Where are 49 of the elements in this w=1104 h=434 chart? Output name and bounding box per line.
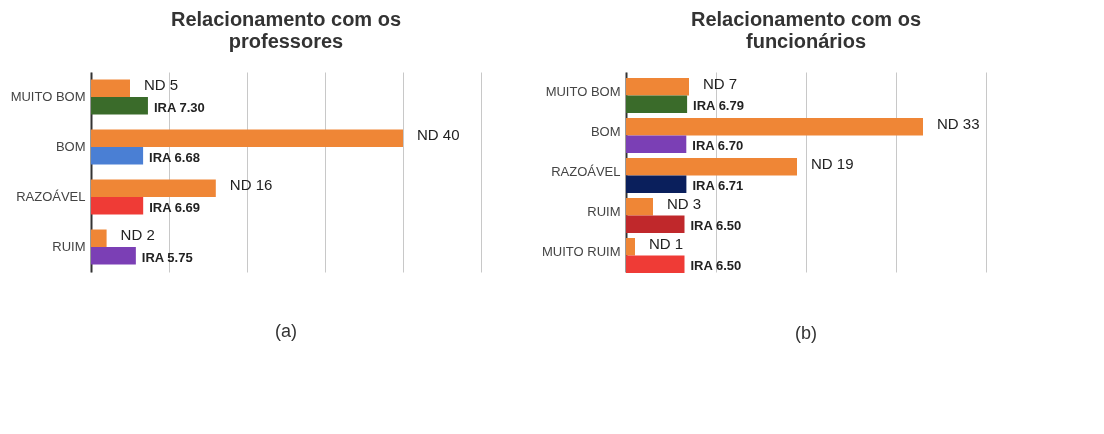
data-label: IRA 6.69 [149,199,201,215]
y-tick-label: BOM [55,139,86,154]
data-label: IRA 6.50 [690,258,742,274]
bar [91,179,216,197]
text: (b) [795,323,817,343]
data-label: ND 3 [667,194,702,212]
data-label: IRA 5.75 [141,249,193,265]
bar [626,198,653,216]
bar [626,118,923,136]
data-label: IRA 6.68 [149,149,200,165]
chart-title: Relacionamento com os funcionários [690,8,922,52]
bar [91,197,144,215]
data-label: IRA 6.70 [692,138,744,154]
y-tick-label: BOM [590,124,621,139]
data-label: ND 1 [649,234,684,252]
bar [626,78,689,96]
bar [626,215,685,233]
data-label: ND 16 [229,176,273,194]
data-label: IRA 6.71 [692,178,744,194]
data-label: ND 19 [811,154,854,172]
data-label: ND 5 [144,76,179,94]
data-label: ND 7 [703,74,738,92]
y-tick-label: MUITO BOM [545,84,621,99]
bar [626,158,797,176]
data-label: ND 2 [120,226,155,244]
data-label: ND 40 [417,126,460,144]
bar [91,129,403,147]
y-tick-label: RAZOÁVEL [551,164,621,179]
y-tick-label: MUITO RUIM [542,244,621,259]
bar [626,238,635,256]
bar [91,79,130,97]
data-label: IRA 6.79 [693,98,744,114]
bar [626,175,687,193]
y-tick-label: RAZOÁVEL [16,189,86,204]
bar [626,255,685,273]
bar [91,229,107,247]
bar [626,135,687,153]
bar [91,97,148,115]
data-label: IRA 7.30 [153,99,205,115]
y-tick-label: MUITO BOM [10,89,86,104]
bar [626,95,688,113]
bar [91,247,136,265]
text: (a) [275,321,297,341]
data-label: IRA 6.50 [690,218,742,234]
bar [91,147,144,165]
y-tick-label: RUIM [52,239,86,254]
data-label: ND 33 [937,114,980,132]
chart-title: Relacionamento com os professores [170,8,402,52]
y-tick-label: RUIM [587,204,621,219]
